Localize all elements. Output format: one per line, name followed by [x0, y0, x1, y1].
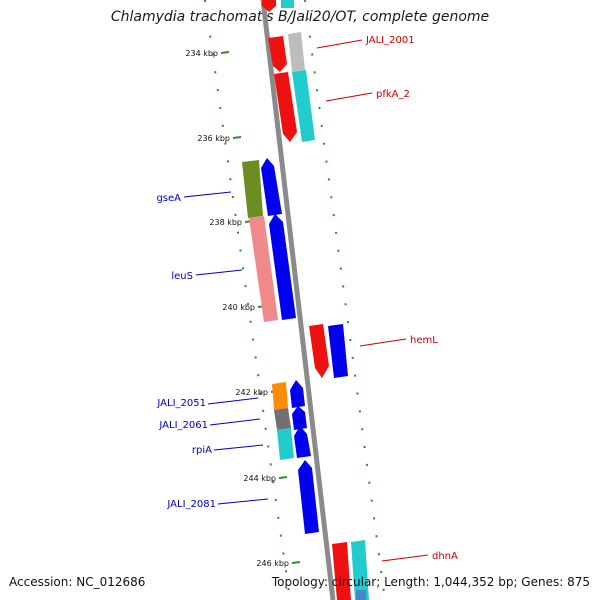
gene-feature-blue	[356, 590, 366, 600]
gene-feature-red	[332, 542, 351, 600]
tick-mark	[232, 136, 242, 139]
gene-feature-blue	[298, 460, 319, 534]
gene-label: hemL	[410, 335, 438, 346]
gene-feature-red	[274, 72, 297, 142]
label-leaders	[183, 39, 429, 562]
tick-labels: 234 kbp 236 kbp 238 kbp 240 kbp 242 kbp 244 k…	[185, 49, 289, 568]
tick-label: 236 kbp	[197, 134, 230, 143]
gene-feature-blue	[328, 324, 348, 378]
gene-feature-gray	[274, 408, 291, 430]
gene-features	[242, 0, 369, 600]
gene-feature-pink	[249, 216, 278, 322]
gene-feature-gray	[288, 32, 305, 72]
gene-label: leuS	[171, 271, 193, 282]
genome-summary: Topology: circular; Length: 1,044,352 bp…	[271, 575, 590, 589]
gene-feature-red	[309, 324, 329, 378]
tick-label: 234 kbp	[185, 49, 218, 58]
gene-label: JALI_2001	[365, 35, 415, 46]
gene-label: dhnA	[432, 551, 458, 562]
gene-feature-cyan	[292, 70, 315, 142]
gene-label: rpiA	[192, 445, 212, 456]
tick-label: 244 kbp	[243, 474, 276, 483]
gene-feature-cyan	[351, 540, 369, 600]
tick-label: 238 kbp	[209, 218, 242, 227]
gene-feature-cyan	[277, 428, 294, 460]
genome-backbone	[260, 0, 336, 600]
gene-feature-red	[262, 0, 276, 12]
accession-label: Accession: NC_012686	[9, 575, 146, 589]
tick-mark	[278, 476, 288, 479]
gene-feature-blue	[292, 406, 307, 430]
tick-mark	[291, 561, 301, 564]
gene-label: JALI_2051	[156, 398, 206, 409]
gene-feature-cyan	[281, 0, 294, 8]
gene-label: JALI_2081	[166, 499, 216, 510]
gene-feature-blue	[269, 214, 296, 320]
gene-label: pfkA_2	[376, 89, 410, 100]
gene-feature-blue	[294, 426, 311, 458]
tick-label: 242 kbp	[235, 388, 268, 397]
gene-label: JALI_2061	[158, 420, 208, 431]
gene-feature-olive	[242, 160, 263, 218]
gene-label: gseA	[156, 193, 181, 204]
map-title: Chlamydia trachomatis B/Jali20/OT, compl…	[110, 9, 490, 25]
gene-feature-blue	[290, 380, 305, 408]
tick-label: 246 kbp	[256, 559, 289, 568]
gene-feature-orange	[272, 382, 288, 410]
gene-labels: JALI_2001 pfkA_2 gseA leuS hemL JALI_2051 JALI…	[156, 35, 458, 562]
gene-feature-blue	[261, 158, 282, 216]
ruler-right	[304, 0, 386, 600]
tick-mark	[220, 51, 230, 54]
gene-feature-red	[268, 36, 287, 72]
ruler-left	[204, 0, 291, 600]
tick-label: 240 kbp	[222, 303, 255, 312]
